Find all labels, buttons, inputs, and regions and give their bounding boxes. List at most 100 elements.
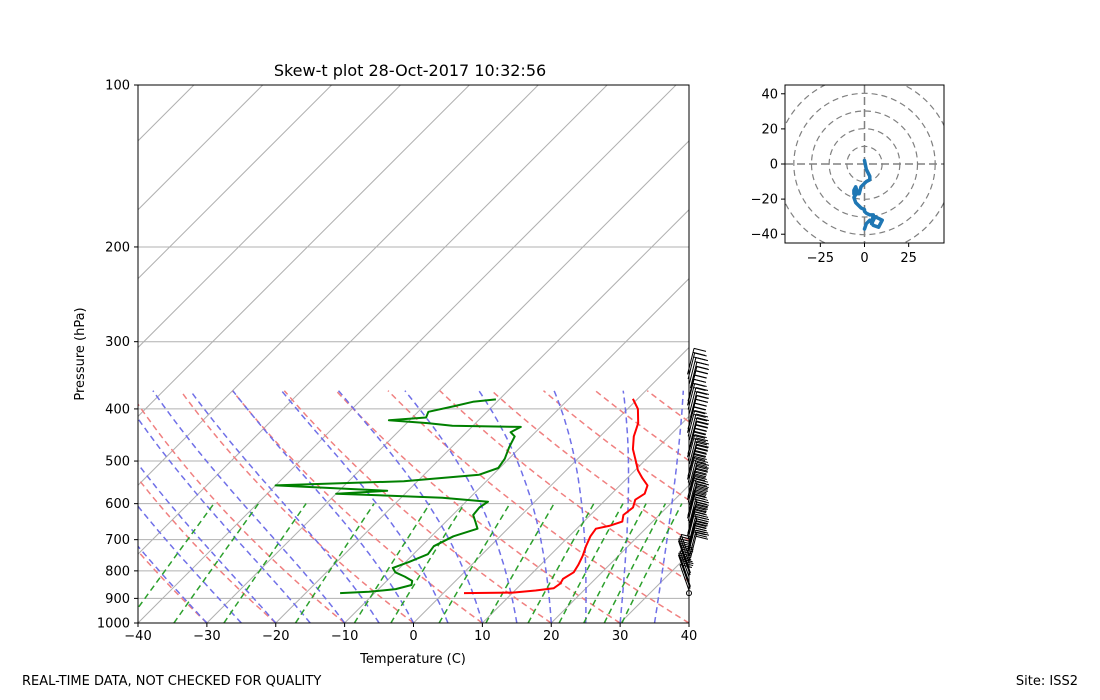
hodograph-x-tick-label: 0 (860, 251, 868, 266)
hodograph-y-tick-label: 40 (761, 87, 778, 102)
wind-barb (689, 478, 709, 506)
mixing-ratio-lines (138, 503, 683, 623)
y-axis-ticks: 100 200 300 400 500 600 700 800 900 1000 (97, 79, 138, 632)
hodograph-y-ticks: 40 20 0 −20 −40 (751, 87, 785, 243)
dewpoint-trace (274, 398, 522, 595)
wind-barb (689, 458, 709, 486)
mixing-ratio-line (621, 503, 683, 623)
x-axis-label: Temperature (C) (359, 652, 466, 667)
x-tick-label: −20 (262, 629, 289, 644)
hodograph-y-tick-label: −20 (751, 193, 778, 208)
isotherm-line (413, 346, 689, 623)
hodograph-x-ticks: −25 0 25 (807, 243, 917, 266)
y-tick-label: 1000 (97, 617, 130, 632)
dry-adiabat (699, 391, 1100, 623)
y-tick-label: 100 (105, 79, 130, 94)
sounding-traces (274, 398, 649, 595)
isotherm-line (275, 209, 689, 623)
x-tick-label: 10 (474, 629, 491, 644)
hodograph: −25 0 25 40 20 0 −20 −40 (751, 84, 945, 266)
y-tick-label: 200 (105, 240, 130, 255)
dry-adiabat (958, 391, 1100, 623)
mixing-ratio-line (390, 503, 466, 623)
wind-barb (688, 437, 709, 464)
moist-adiabat (138, 417, 311, 623)
moist-adiabat (553, 390, 587, 623)
wind-barb (689, 464, 709, 492)
hodograph-y-tick-label: 0 (770, 158, 778, 173)
mixing-ratio-line (353, 503, 431, 623)
skewed-isotherm-grid (138, 85, 689, 623)
mixing-ratio-line (138, 503, 215, 610)
wind-barb (689, 443, 709, 471)
isotherm-line (138, 85, 677, 623)
wind-barb (689, 420, 709, 448)
moist-adiabat (138, 462, 277, 623)
moist-adiabat (404, 390, 518, 623)
isobar-grid (138, 85, 689, 623)
y-tick-label: 300 (105, 335, 130, 350)
wind-barb (677, 540, 691, 567)
dry-adiabat (138, 402, 346, 623)
x-tick-label: −40 (124, 629, 151, 644)
temperature-trace (463, 398, 649, 595)
isotherm-line (206, 140, 689, 623)
moist-adiabat (189, 390, 380, 623)
hodograph-wind-trace (852, 158, 884, 231)
x-tick-label: 0 (409, 629, 417, 644)
moist-adiabat (619, 390, 630, 623)
wind-barb (689, 461, 710, 489)
moist-adiabats (138, 390, 689, 623)
hodograph-y-tick-label: −40 (751, 228, 778, 243)
isotherm-line (344, 277, 689, 623)
hodograph-trace (852, 158, 884, 231)
moist-adiabat (280, 390, 449, 623)
chart-title: Skew-t plot 28-Oct-2017 10:32:56 (274, 61, 546, 80)
wind-barb (688, 413, 709, 441)
isotherm-line (138, 85, 264, 211)
y-tick-label: 400 (105, 402, 130, 417)
dry-adiabat (803, 391, 1100, 623)
dry-adiabat (855, 391, 1100, 623)
wind-barb (689, 440, 710, 468)
moist-adiabat (337, 390, 484, 623)
x-tick-label: 40 (681, 629, 698, 644)
skewt-plot: −40 −30 −20 −10 0 10 20 30 40 100200300400500600… (73, 61, 1100, 667)
isotherm-line (482, 415, 689, 623)
dry-adiabat (439, 390, 689, 583)
y-tick-label: 800 (105, 564, 130, 579)
dry-adiabat (179, 390, 414, 623)
mixing-ratio-line (173, 503, 260, 623)
isotherm-line (138, 85, 401, 349)
mixing-ratio-line (438, 503, 511, 623)
y-tick-label: 500 (105, 455, 130, 470)
moist-adiabat (152, 390, 346, 623)
dry-adiabat (1010, 391, 1100, 623)
hodograph-x-tick-label: 25 (900, 251, 917, 266)
x-tick-label: 20 (543, 629, 560, 644)
dry-adiabat (231, 390, 483, 623)
dry-adiabat (1062, 391, 1100, 623)
x-tick-label: −30 (193, 629, 220, 644)
wind-barb (689, 391, 710, 418)
moist-adiabat (138, 505, 242, 623)
dry-adiabat (335, 390, 621, 623)
moist-adiabat (653, 390, 685, 623)
quality-disclaimer: REAL-TIME DATA, NOT CHECKED FOR QUALITY (22, 674, 322, 689)
site-label: Site: ISS2 (1015, 674, 1078, 689)
isotherm-line (138, 85, 608, 555)
isotherm-line (138, 85, 539, 486)
hodograph-x-tick-label: −25 (807, 251, 834, 266)
wind-barb (688, 387, 709, 414)
wind-barb (689, 417, 710, 444)
y-axis-label: Pressure (hPa) (73, 307, 88, 400)
y-tick-label: 900 (105, 592, 130, 607)
y-tick-label: 600 (105, 497, 130, 512)
y-tick-label: 700 (105, 533, 130, 548)
hodograph-y-tick-label: 20 (761, 122, 778, 137)
wind-barb (689, 481, 710, 509)
isotherm-line (138, 85, 470, 418)
moist-adiabat (138, 545, 208, 623)
skewt-plot-area (138, 85, 689, 623)
